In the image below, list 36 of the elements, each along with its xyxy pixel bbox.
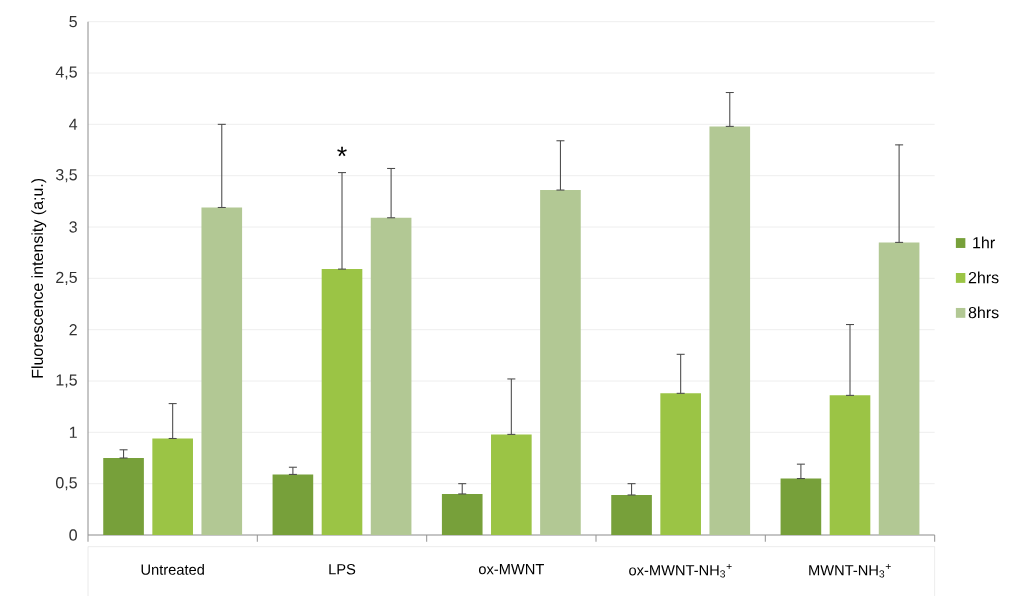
legend-label: 2hrs [968, 271, 999, 284]
x-tick-label: Untreated [141, 563, 204, 575]
bar [201, 207, 243, 535]
bar [540, 189, 581, 535]
bar [441, 493, 483, 535]
y-axis-title: Fluorescence intensity (a;u.) [31, 178, 47, 378]
bar [878, 242, 920, 535]
bar [829, 395, 871, 535]
y-tick-label: 1 [69, 426, 77, 438]
bar [321, 268, 363, 535]
bar [272, 474, 314, 535]
bar [491, 434, 532, 535]
y-tick-label: 3,5 [55, 168, 77, 183]
bar [709, 126, 751, 535]
legend-label: 8hrs [968, 306, 999, 319]
bar [370, 217, 412, 535]
y-tick-label: 4,5 [55, 66, 77, 80]
y-tick-label: 0,5 [55, 476, 77, 491]
y-tick-label: 4 [69, 118, 78, 130]
bar [780, 478, 822, 535]
bar [660, 393, 701, 535]
x-tick-label: ox-MWNT-NH$_{3}$+ [629, 563, 732, 578]
bar [103, 457, 144, 535]
legend-label: 1hr [973, 236, 995, 249]
x-tick-label: ox-MWNT [478, 563, 544, 575]
y-tick-label: 0 [69, 529, 77, 541]
annotation: * [337, 146, 347, 157]
y-tick-label: 2,5 [56, 271, 77, 285]
x-tick-label: LPS [329, 563, 356, 575]
y-tick-label: 5 [69, 15, 77, 28]
bar [152, 438, 193, 535]
bar [611, 494, 652, 535]
y-tick-label: 2 [69, 323, 77, 336]
x-tick-label: MWNT-NH$_{3}$+ [809, 563, 891, 578]
y-tick-label: 1,5 [56, 374, 77, 388]
y-tick-label: 3 [69, 221, 77, 233]
